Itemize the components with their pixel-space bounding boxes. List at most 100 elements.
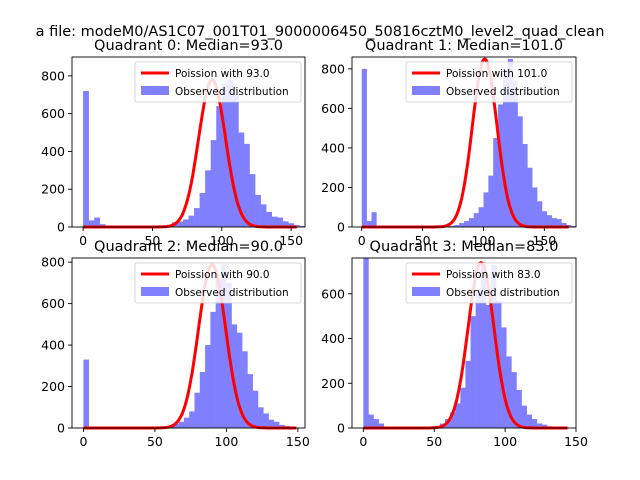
histogram-bar — [566, 225, 572, 227]
y-tick-label: 0 — [57, 421, 65, 436]
histogram-bar — [279, 424, 285, 428]
histogram-bar — [243, 143, 250, 227]
x-tick-label: 100 — [472, 233, 496, 248]
x-tick-label: 150 — [564, 434, 588, 449]
histogram-bar — [541, 424, 548, 428]
histogram-bar — [522, 143, 528, 227]
histogram-bar — [266, 211, 273, 227]
x-tick-label: 50 — [415, 233, 431, 248]
histogram-bar — [199, 193, 206, 227]
histogram-bar — [288, 223, 295, 227]
histogram-bar — [485, 304, 492, 428]
histogram-bar — [473, 213, 479, 227]
histogram-bar — [205, 345, 211, 428]
axes-frame — [71, 56, 306, 228]
x-tick-label: 50 — [426, 434, 442, 449]
y-tick-label: 200 — [41, 182, 65, 197]
histogram-bar — [532, 187, 538, 227]
legend-hist-label: Observed distribution — [446, 287, 560, 299]
histogram-bar — [231, 324, 238, 428]
y-tick-label: 800 — [321, 61, 345, 76]
legend-box — [405, 262, 573, 304]
x-tick-label: 150 — [532, 233, 556, 248]
legend-hist-label: Observed distribution — [175, 86, 289, 98]
y-tick-label: 600 — [321, 101, 345, 116]
histogram-bar — [517, 116, 523, 227]
histogram-bar — [470, 316, 476, 428]
histogram-bar — [371, 212, 377, 227]
histogram-bar — [454, 225, 460, 227]
y-tick-label: 600 — [41, 296, 65, 311]
histogram-bar — [464, 221, 470, 227]
y-tick-label: 0 — [337, 220, 345, 235]
histogram-bar — [516, 389, 522, 428]
histogram-bar — [260, 204, 267, 227]
histogram-bar — [512, 80, 518, 227]
histogram-bar — [189, 411, 195, 428]
y-tick-label: 400 — [41, 144, 65, 159]
histogram-bar — [561, 223, 567, 227]
legend-hist-swatch — [141, 86, 169, 95]
legend-box — [134, 262, 302, 304]
histogram-bar — [183, 417, 190, 428]
chart-panel-1: 0 50 100 150 0 200 400 600 800 Quadrant 1: Median… — [321, 38, 577, 248]
histogram-bar — [449, 226, 455, 227]
histogram-bar — [210, 140, 217, 227]
histogram-bar — [378, 423, 385, 428]
histogram-bar — [220, 264, 227, 428]
histogram-bar — [247, 374, 253, 428]
chart-panel-2: 0 50 100 150 0 200 400 600 800 Quadrant 2: Median… — [41, 239, 310, 449]
histogram-bar — [546, 215, 552, 227]
histogram-bar — [257, 407, 264, 428]
axes-frame — [351, 56, 577, 228]
histogram-bar — [459, 223, 465, 227]
histogram-bar — [521, 405, 527, 428]
histogram-bar — [194, 392, 201, 428]
histogram-bar — [227, 79, 234, 228]
legend-box — [134, 61, 302, 103]
histogram-bar — [216, 106, 223, 227]
histogram-bar — [221, 83, 228, 227]
histogram-bar — [493, 138, 499, 227]
chart-title: Quadrant 3: Median=83.0 — [370, 239, 559, 255]
histogram-bar — [210, 311, 216, 428]
histogram-bar — [531, 419, 538, 428]
histogram-bar — [236, 332, 243, 428]
histogram-bar — [83, 91, 89, 227]
histogram-bar — [541, 211, 548, 227]
histogram-bar — [475, 289, 482, 428]
histogram-bar — [450, 412, 456, 428]
y-tick-label: 600 — [321, 286, 345, 301]
x-tick-label: 0 — [358, 233, 366, 248]
histogram-bar — [194, 208, 200, 227]
histogram-bar — [483, 192, 489, 227]
y-tick-label: 0 — [337, 421, 345, 436]
x-tick-label: 0 — [79, 233, 87, 248]
histogram-bar — [507, 58, 513, 227]
histogram-bar — [502, 68, 509, 227]
y-tick-label: 0 — [57, 220, 65, 235]
axes-frame — [71, 257, 306, 429]
histogram-bar — [299, 226, 306, 227]
chart-title: Quadrant 0: Median=93.0 — [94, 38, 283, 54]
histogram-bar — [182, 219, 189, 227]
x-tick-label: 50 — [144, 233, 160, 248]
histogram-bar — [232, 94, 239, 228]
y-tick-label: 400 — [321, 140, 345, 155]
histogram-bar — [178, 421, 185, 428]
histogram-bar — [363, 258, 369, 428]
legend-hist-swatch — [412, 86, 440, 95]
histogram-bar — [83, 359, 90, 428]
histogram-bar — [488, 175, 494, 227]
histogram-bar — [501, 327, 507, 428]
figure-suptitle: a file: modeM0/AS1C07_001T01_9000006450_… — [36, 24, 605, 40]
chart-title: Quadrant 2: Median=90.0 — [94, 239, 283, 255]
histogram-bar — [242, 351, 248, 428]
histogram-bar — [277, 217, 284, 227]
histogram-bar — [173, 423, 179, 428]
histogram-bar — [238, 132, 245, 227]
legend-fit-label: Poission with 93.0 — [175, 68, 270, 80]
y-tick-label: 600 — [41, 106, 65, 121]
y-tick-label: 400 — [321, 331, 345, 346]
x-tick-label: 150 — [279, 233, 303, 248]
